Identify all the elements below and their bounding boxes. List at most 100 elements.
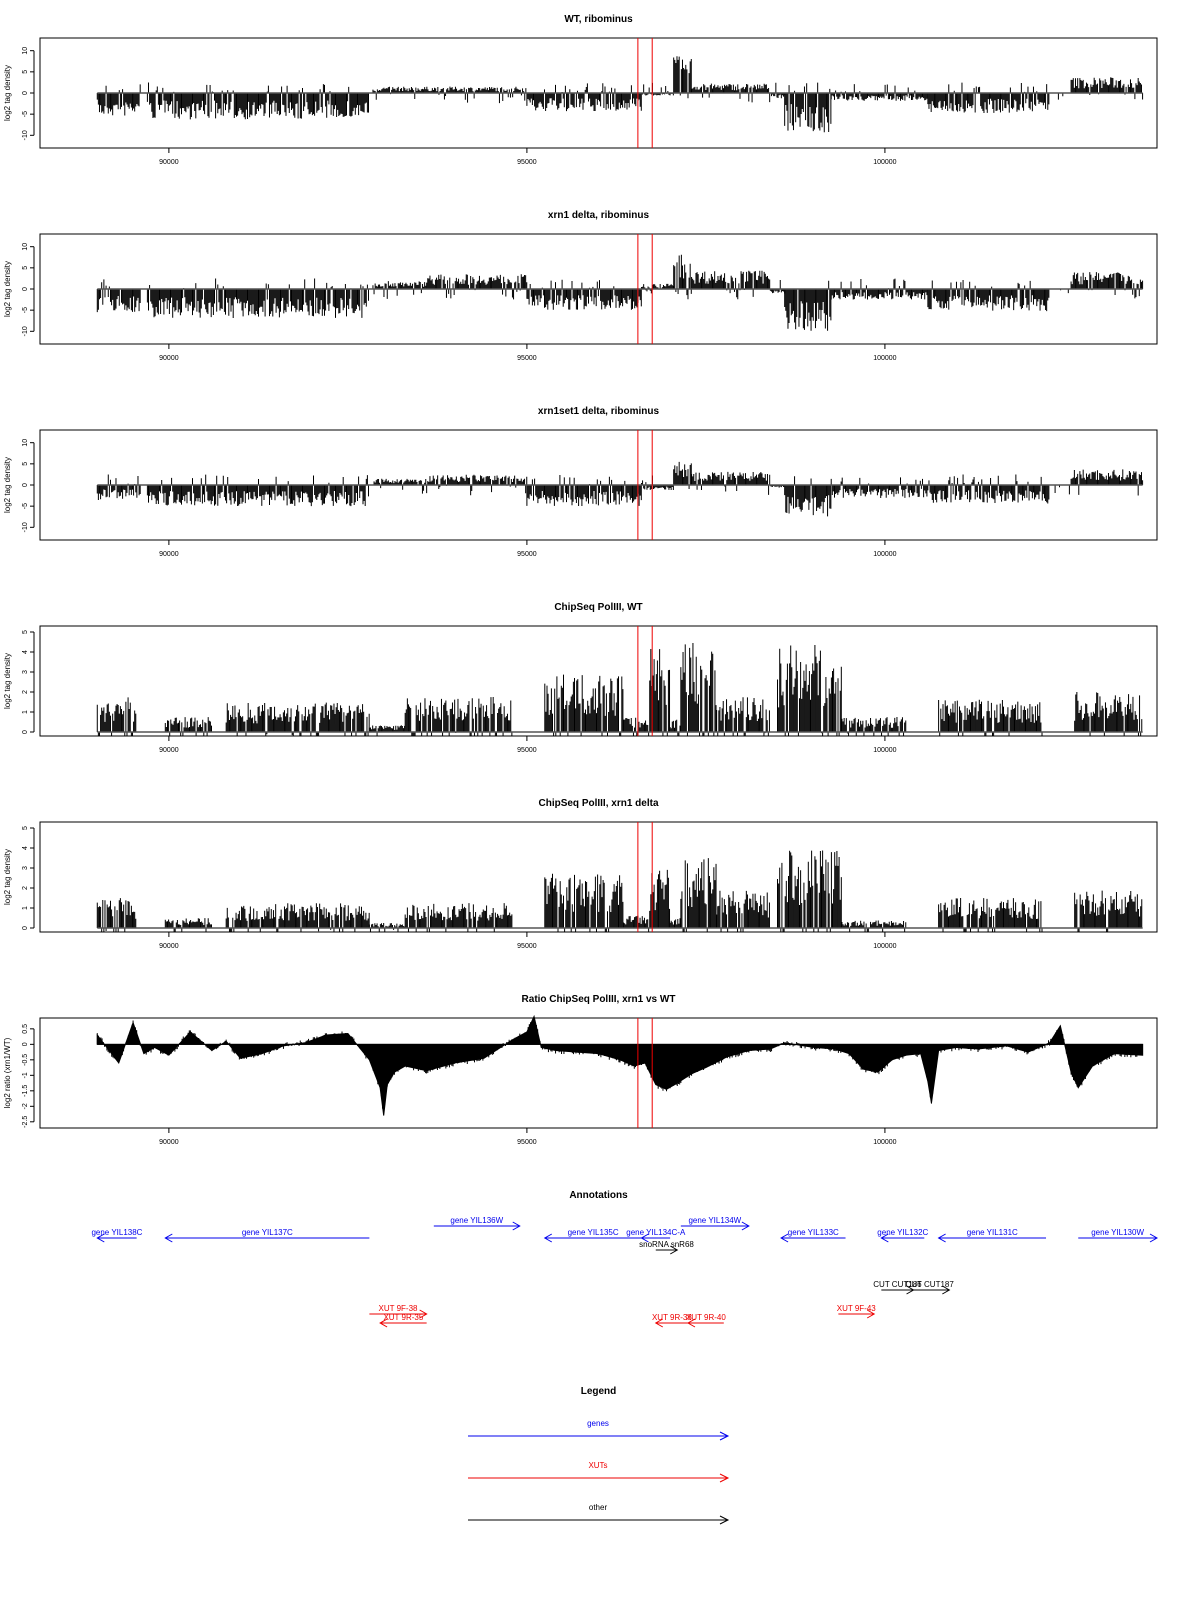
track-3: xrn1set1 delta, ribominus log2 tag densit… bbox=[3, 406, 1158, 558]
segment-2 bbox=[164, 717, 212, 736]
bar-cluster bbox=[648, 648, 671, 736]
bar-cluster bbox=[673, 254, 692, 300]
segment-3 bbox=[426, 474, 528, 496]
bar-cluster bbox=[526, 475, 642, 506]
feature-label: gene YIL131C bbox=[967, 1228, 1018, 1237]
feature-label: gene YIL138C bbox=[91, 1228, 142, 1237]
x-tick-label: 95000 bbox=[517, 355, 537, 362]
y-tick-label: -10 bbox=[22, 522, 29, 532]
segment-11 bbox=[927, 474, 1050, 504]
segment-11 bbox=[927, 280, 1050, 312]
bar-cluster bbox=[769, 82, 786, 99]
segment-8 bbox=[769, 280, 786, 294]
feature-cut-cut187: CUT CUT187 bbox=[906, 1280, 954, 1295]
feature-label: XUT 9R-38 bbox=[652, 1313, 692, 1322]
arrow-head-icon bbox=[1149, 1233, 1159, 1243]
segment-8 bbox=[544, 674, 624, 736]
feature-label: gene YIL134C-A bbox=[626, 1228, 686, 1237]
ratio-spikes bbox=[96, 1018, 1143, 1113]
segment-2 bbox=[164, 918, 212, 932]
bar-cluster bbox=[769, 280, 786, 294]
annotations-title: Annotations bbox=[569, 1190, 628, 1201]
arrow-head-icon bbox=[686, 1318, 696, 1328]
bar-cluster bbox=[544, 674, 624, 736]
bar-cluster bbox=[830, 278, 928, 300]
track-2: xrn1 delta, ribominus log2 tag density -10… bbox=[3, 210, 1158, 362]
feature-label: XUT 9F-38 bbox=[379, 1304, 419, 1313]
legend-title: Legend bbox=[581, 1386, 617, 1397]
y-tick-label: 5 bbox=[22, 266, 29, 270]
segment-12 bbox=[680, 858, 717, 932]
segment-1 bbox=[146, 474, 369, 507]
segment-18 bbox=[938, 699, 1043, 736]
y-tick-label: -0.5 bbox=[22, 1054, 29, 1066]
x-tick-label: 100000 bbox=[873, 1139, 896, 1146]
arrow-head-icon bbox=[719, 1473, 730, 1483]
bar-cluster bbox=[716, 890, 770, 932]
legend-item-genes: genes bbox=[468, 1419, 730, 1441]
data-marks bbox=[96, 1014, 1144, 1116]
y-tick-label: -10 bbox=[22, 130, 29, 140]
x-tick-label: 90000 bbox=[159, 1139, 179, 1146]
y-axis-label: log2 ratio (xrn1/WT) bbox=[3, 1037, 12, 1108]
feature-gene-yil136w: gene YIL136W bbox=[433, 1216, 521, 1231]
feature-gene-yil138c: gene YIL138C bbox=[91, 1228, 143, 1243]
bar-cluster bbox=[526, 279, 642, 310]
segment-0 bbox=[96, 279, 141, 313]
y-axis-label: log2 tag density bbox=[3, 457, 12, 513]
y-tick-label: 1 bbox=[22, 906, 29, 910]
y-tick-label: -5 bbox=[22, 111, 29, 117]
segment-5 bbox=[368, 923, 406, 932]
bar-cluster bbox=[716, 697, 770, 736]
bar-cluster bbox=[784, 82, 832, 133]
bar-cluster bbox=[1049, 484, 1071, 495]
feature-xut-9r-40: XUT 9R-40 bbox=[686, 1313, 726, 1328]
bar-cluster bbox=[426, 474, 528, 496]
y-tick-label: 5 bbox=[22, 70, 29, 74]
x-tick-label: 100000 bbox=[873, 159, 896, 166]
y-axis-label: log2 tag density bbox=[3, 65, 12, 121]
x-tick-label: 90000 bbox=[159, 551, 179, 558]
segment-10 bbox=[648, 869, 671, 932]
arrow-head-icon bbox=[670, 1245, 679, 1255]
feature-label: gene YIL130W bbox=[1091, 1228, 1144, 1237]
feature-label: gene YIL132C bbox=[877, 1228, 928, 1237]
bar-cluster bbox=[1074, 692, 1143, 736]
bar-cluster bbox=[648, 869, 671, 932]
y-tick-label: -10 bbox=[22, 326, 29, 336]
bar-cluster bbox=[164, 717, 212, 736]
y-axis-label: log2 tag density bbox=[3, 849, 12, 905]
bar-cluster bbox=[669, 918, 681, 928]
segment-9 bbox=[784, 280, 832, 331]
plot-frame bbox=[39, 821, 1158, 933]
segment-7 bbox=[691, 270, 771, 300]
bar-cluster bbox=[691, 83, 771, 103]
bar-cluster bbox=[691, 471, 771, 495]
arrow-head-icon bbox=[741, 1221, 750, 1231]
track-5: ChipSeq PolIII, xrn1 delta log2 tag densi… bbox=[3, 798, 1158, 950]
segment-3 bbox=[426, 274, 528, 300]
segment-11 bbox=[669, 719, 681, 736]
feature-gene-yil134c-a: gene YIL134C-A bbox=[626, 1228, 686, 1243]
segment-0 bbox=[96, 84, 141, 116]
x-tick-label: 95000 bbox=[517, 747, 537, 754]
y-tick-label: 0.5 bbox=[22, 1024, 29, 1034]
legend-item-xuts: XUTs bbox=[468, 1461, 730, 1483]
segment-0 bbox=[96, 474, 141, 500]
arrow-head-icon bbox=[780, 1233, 789, 1243]
y-tick-label: -2.5 bbox=[22, 1116, 29, 1128]
bar-cluster bbox=[1074, 890, 1143, 932]
bar-cluster bbox=[777, 644, 842, 736]
feature-gene-yil135c: gene YIL135C bbox=[543, 1228, 642, 1243]
segment-6 bbox=[404, 903, 513, 932]
bar-cluster bbox=[526, 83, 642, 112]
segment-11 bbox=[669, 918, 681, 928]
x-tick-label: 95000 bbox=[517, 943, 537, 950]
segment-9 bbox=[623, 717, 649, 736]
segment-15 bbox=[777, 850, 842, 932]
y-tick-label: 10 bbox=[22, 47, 29, 55]
plot-frame bbox=[39, 233, 1158, 345]
plot-frame bbox=[39, 429, 1158, 541]
segment-10 bbox=[830, 278, 928, 300]
bar-cluster bbox=[680, 643, 717, 736]
